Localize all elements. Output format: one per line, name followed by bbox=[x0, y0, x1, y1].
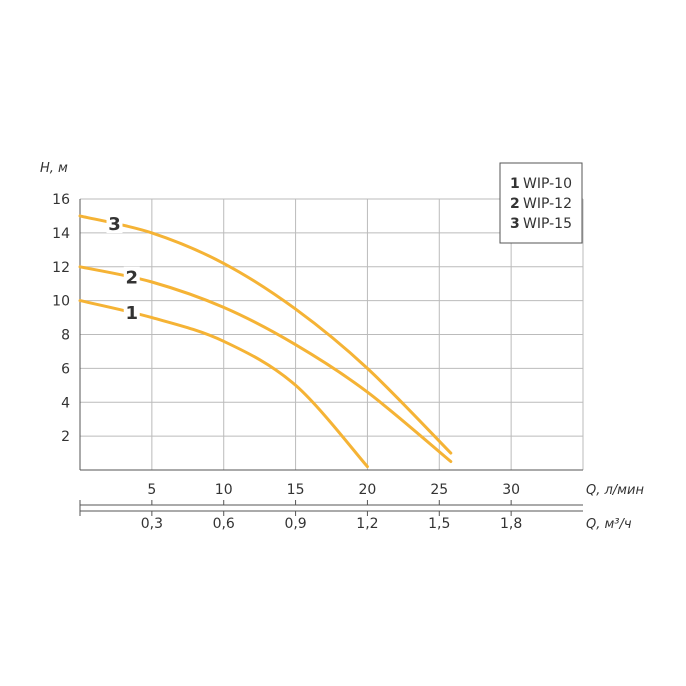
series-label-bg bbox=[123, 266, 140, 287]
series-line-wip-15 bbox=[78, 214, 453, 455]
y-tick-label: 12 bbox=[52, 260, 70, 276]
y-tick-label: 16 bbox=[52, 192, 70, 208]
series-label-bg bbox=[123, 301, 140, 322]
legend-number: 1 bbox=[510, 176, 520, 192]
x-tick-label: 10 bbox=[215, 482, 233, 498]
axes bbox=[79, 199, 583, 516]
x2-tick-label: 0,9 bbox=[284, 516, 306, 532]
x2-tick-label: 0,3 bbox=[141, 516, 163, 532]
x-axis-label: Q, л/мин bbox=[586, 483, 644, 498]
y-tick-label: 4 bbox=[61, 395, 70, 411]
legend-entry: WIP-12 bbox=[523, 196, 572, 212]
y-tick-label: 14 bbox=[52, 226, 70, 242]
series-label-3: 3 bbox=[108, 214, 121, 235]
y-tick-label: 8 bbox=[61, 328, 70, 344]
y-tick-label: 6 bbox=[61, 361, 70, 377]
legend-number: 2 bbox=[510, 196, 520, 212]
curves: 1 2 3 bbox=[78, 213, 453, 469]
x2-tick-label: 0,6 bbox=[213, 516, 235, 532]
legend-number: 3 bbox=[510, 216, 520, 232]
series-label-1: 1 bbox=[125, 303, 138, 324]
x-tick-label: 20 bbox=[359, 482, 377, 498]
grid bbox=[80, 198, 584, 470]
legend: 1 WIP-102 WIP-123 WIP-15 bbox=[499, 162, 583, 244]
y-axis-label: H, м bbox=[40, 161, 68, 176]
x-tick-label: 15 bbox=[287, 482, 305, 498]
y-tick-label: 10 bbox=[52, 294, 70, 310]
legend-entry: WIP-15 bbox=[523, 216, 572, 232]
x2-tick-label: 1,5 bbox=[428, 516, 450, 532]
x2-tick-label: 1,8 bbox=[500, 516, 522, 532]
series-line-wip-12 bbox=[78, 265, 453, 463]
x2-tick-label: 1,2 bbox=[356, 516, 378, 532]
x-tick-label: 25 bbox=[430, 482, 448, 498]
y-tick-label: 2 bbox=[61, 429, 70, 445]
legend-box bbox=[499, 162, 583, 244]
x-tick-label: 5 bbox=[147, 482, 156, 498]
x-tick-label: 30 bbox=[502, 482, 520, 498]
series-label-bg bbox=[106, 213, 123, 234]
legend-entry: WIP-10 bbox=[523, 176, 572, 192]
x2-axis-label: Q, м³/ч bbox=[586, 517, 632, 532]
series-label-2: 2 bbox=[125, 268, 138, 289]
